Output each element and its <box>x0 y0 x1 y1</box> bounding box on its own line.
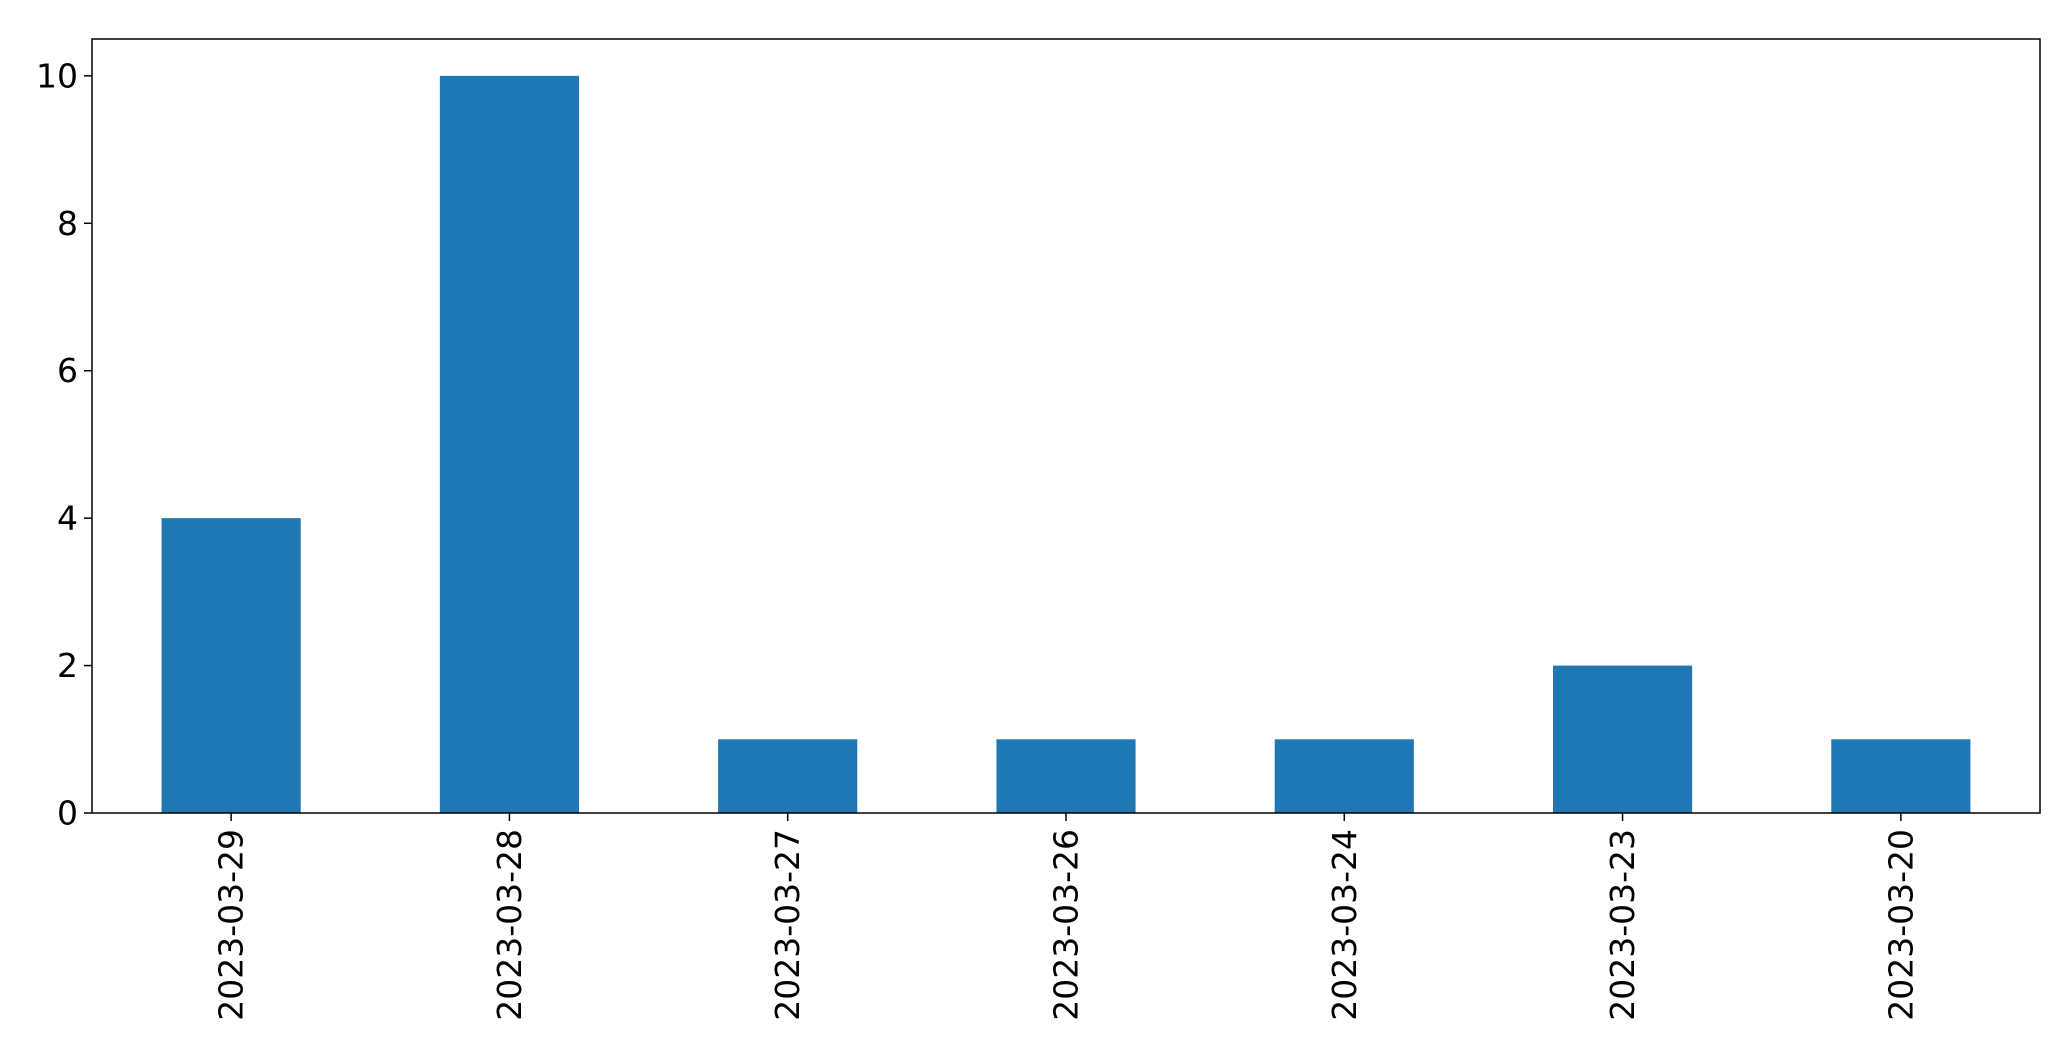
y-tick-label: 4 <box>57 499 78 538</box>
y-axis: 0 2 4 6 8 10 <box>36 56 92 833</box>
y-tick-label: 10 <box>36 56 78 95</box>
bar-2023-03-20 <box>1831 739 1971 813</box>
plot-frame <box>91 38 2041 814</box>
y-tick-label: 0 <box>57 794 78 833</box>
x-tick-label: 2023-03-27 <box>768 829 807 1021</box>
bars-group <box>161 75 1971 814</box>
x-tick-label: 2023-03-23 <box>1603 829 1642 1021</box>
x-tick-label: 2023-03-29 <box>212 829 251 1021</box>
x-tick-label: 2023-03-24 <box>1325 829 1364 1021</box>
x-tick-label: 2023-03-28 <box>490 829 529 1021</box>
bar-2023-03-27 <box>718 739 858 813</box>
x-tick-label: 2023-03-20 <box>1881 829 1920 1021</box>
y-tick-label: 8 <box>57 204 78 243</box>
bar-2023-03-29 <box>161 518 301 813</box>
y-tick-label: 2 <box>57 646 78 685</box>
bar-2023-03-23 <box>1553 665 1693 813</box>
bar-2023-03-24 <box>1274 739 1414 813</box>
y-tick-label: 6 <box>57 351 78 390</box>
bar-2023-03-28 <box>439 75 579 814</box>
x-tick-label: 2023-03-26 <box>1047 829 1086 1021</box>
x-axis: 2023-03-29 2023-03-28 2023-03-27 2023-03-26… <box>212 813 1920 1021</box>
bar-2023-03-26 <box>996 739 1136 813</box>
